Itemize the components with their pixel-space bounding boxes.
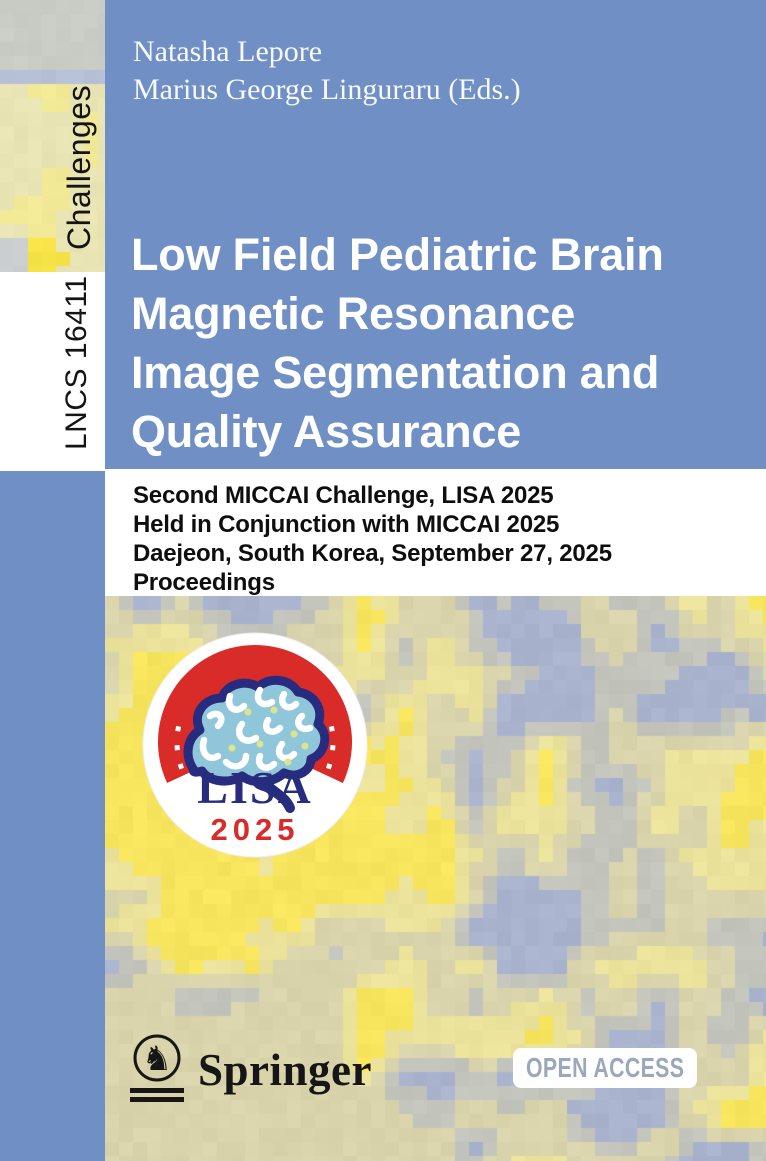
springer-logo: ♞ Springer	[129, 1033, 372, 1106]
open-access-badge: OPEN ACCESS	[513, 1048, 697, 1088]
logo-arch	[157, 644, 352, 783]
editor-name: Marius George Linguraru (Eds.)	[133, 73, 521, 106]
lisa-2025-logo: LISA 2025	[142, 632, 368, 858]
subtitle-line: Held in Conjunction with MICCAI 2025	[133, 511, 560, 538]
logo-year: 2025	[211, 812, 300, 847]
title-line: Quality Assurance	[131, 406, 522, 457]
springer-horse-icon: ♞	[130, 1034, 184, 1102]
brain-dots	[228, 706, 309, 766]
title-line: Image Segmentation and	[131, 347, 660, 398]
lncs-volume-panel	[0, 272, 105, 471]
logo-acronym: LISA	[197, 762, 312, 813]
arch-dash-right	[325, 725, 336, 770]
volume-label: LNCS 16411	[60, 275, 93, 450]
subtitle-band: Second MICCAI Challenge, LISA 2025 Held …	[105, 469, 766, 596]
subtitle-line: Proceedings	[133, 569, 275, 596]
open-access-label: OPEN ACCESS	[525, 1052, 685, 1083]
editors: Natasha Lepore Marius George Linguraru (…	[133, 33, 521, 109]
subtitle-line: Daejeon, South Korea, September 27, 2025	[133, 540, 612, 567]
editor-name: Natasha Lepore	[133, 35, 323, 68]
brain-gyri	[199, 686, 314, 771]
subtitle: Second MICCAI Challenge, LISA 2025 Held …	[133, 481, 612, 597]
series-label: Challenges	[61, 84, 97, 250]
corner-artwork-mosaic	[0, 0, 105, 272]
svg-text:♞: ♞	[142, 1039, 172, 1079]
book-title: Low Field Pediatric Brain Magnetic Reson…	[131, 225, 664, 461]
title-line: Magnetic Resonance	[131, 288, 576, 339]
publisher-wordmark: Springer	[198, 1044, 373, 1095]
arch-dash-left	[174, 725, 185, 770]
subtitle-line: Second MICCAI Challenge, LISA 2025	[133, 482, 554, 509]
title-line: Low Field Pediatric Brain	[131, 229, 664, 280]
cover-artwork: LISA 2025 ♞ Springer OPEN ACCESS	[105, 596, 766, 1161]
